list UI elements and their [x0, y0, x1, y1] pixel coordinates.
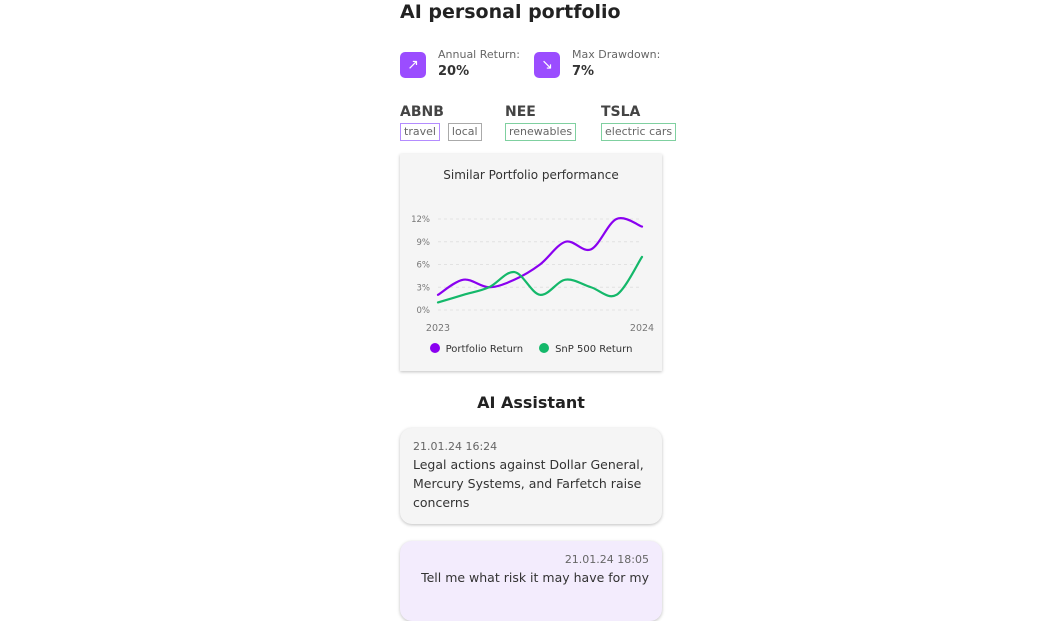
message-text: Tell me what risk it may have for my [421, 570, 649, 585]
legend-item[interactable]: SnP 500 Return [539, 343, 632, 355]
message-time: 21.01.24 18:05 [564, 553, 649, 566]
stat-value: 20% [438, 64, 470, 79]
series-line [436, 255, 644, 304]
stat-value: 7% [572, 64, 595, 79]
x-tick-label: 2024 [630, 323, 654, 334]
arrow-up-right-icon: ↗ [400, 52, 426, 78]
chart-legend: Portfolio Return SnP 500 Return [400, 343, 662, 355]
tag[interactable]: renewables [505, 123, 577, 141]
chart-title: Similar Portfolio performance [443, 168, 619, 182]
series-line [436, 217, 644, 296]
legend-dot [429, 343, 440, 353]
y-tick-label: 12% [411, 215, 430, 225]
assistant-title: AI Assistant [477, 393, 585, 412]
ticker-symbol: TSLA [601, 104, 641, 120]
legend-label: SnP 500 Return [555, 344, 633, 355]
tag[interactable]: electric cars [601, 123, 677, 141]
chat-message: 21.01.24 16:24 Legal actions against Dol… [400, 428, 662, 524]
ticker-symbol: ABNB [400, 104, 444, 120]
performance-chart: Similar Portfolio performance 0% 3% 6% 9% 12… [400, 154, 662, 371]
tag[interactable]: local [447, 123, 482, 141]
message-time: 21.01.24 16:24 [413, 440, 498, 453]
y-tick-label: 6% [417, 261, 431, 271]
chat-message-user: 21.01.24 18:05 Tell me what risk it may … [400, 541, 662, 621]
stat-annual-return: ↗ Annual Return: 20% [400, 48, 520, 79]
stat-label: Max Drawdown: [572, 48, 661, 61]
message-text: Legal actions against Dollar General, Me… [413, 457, 644, 510]
y-tick-label: 3% [417, 283, 431, 293]
legend-item[interactable]: Portfolio Return [429, 343, 524, 355]
page-title: AI personal portfolio [400, 1, 621, 23]
chart-plot: 0% 3% 6% 9% 12% 2023 2024 [411, 215, 654, 334]
ticker-nee: NEE renewables [505, 104, 577, 141]
tag[interactable]: travel [400, 123, 440, 141]
x-tick-label: 2023 [426, 323, 450, 334]
ticker-symbol: NEE [505, 104, 536, 120]
legend-dot [539, 343, 550, 353]
y-tick-label: 0% [417, 306, 431, 316]
y-tick-label: 9% [417, 238, 431, 248]
stat-max-drawdown: ↘ Max Drawdown: 7% [534, 48, 660, 79]
ticker-tsla: TSLA electric cars [601, 104, 677, 141]
stat-label: Annual Return: [438, 48, 520, 61]
trending-down-icon: ↘ [534, 52, 560, 78]
ticker-abnb: ABNB travel local [400, 104, 482, 141]
legend-label: Portfolio Return [445, 344, 524, 355]
